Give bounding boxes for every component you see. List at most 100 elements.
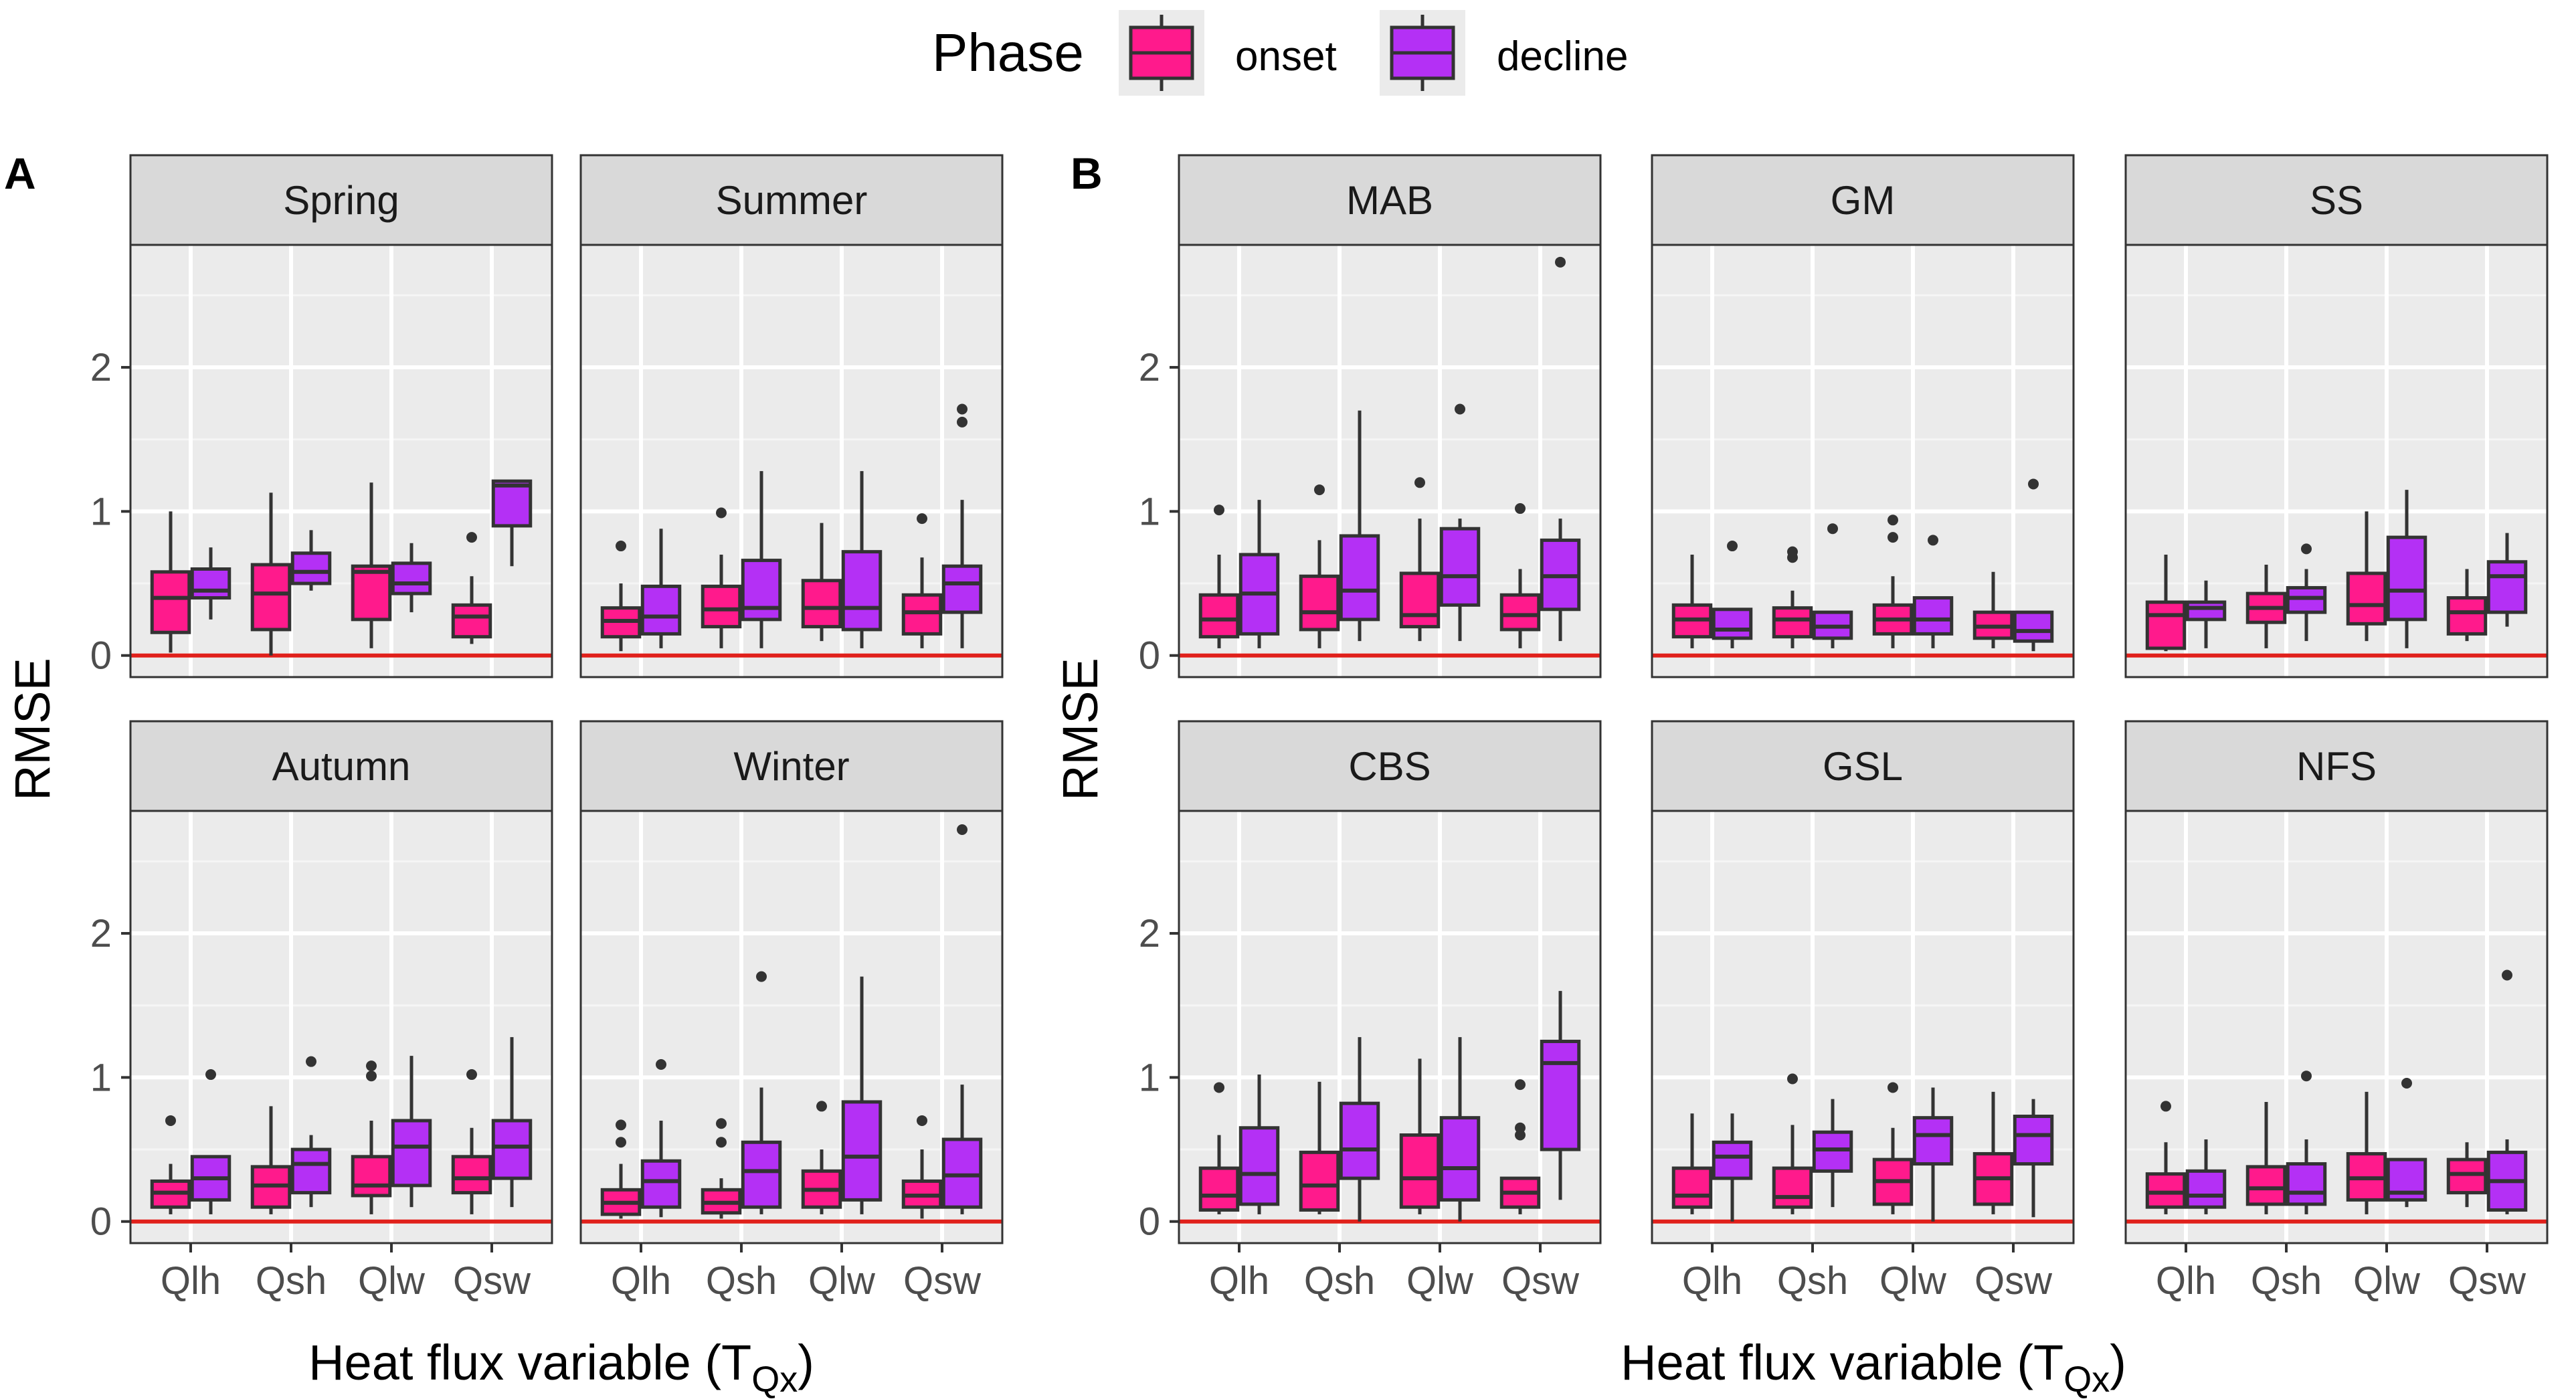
outlier-point <box>366 1060 377 1072</box>
box-qsh-onset <box>1299 484 1340 648</box>
box-iqr <box>1399 1133 1441 1209</box>
box-iqr <box>841 1100 883 1202</box>
outlier-point <box>165 1115 176 1126</box>
outlier-point <box>1515 503 1526 515</box>
box-qsh-decline <box>1339 410 1380 642</box>
box-iqr <box>1772 1166 1813 1209</box>
box-iqr <box>1238 1126 1280 1206</box>
box-qsw-decline <box>2013 1099 2054 1218</box>
box-qsw-onset <box>1499 1079 1541 1214</box>
box-qsh-decline <box>290 1056 332 1208</box>
box-qsh-decline <box>1812 523 1853 648</box>
box-iqr <box>190 567 232 600</box>
outlier-point <box>616 541 626 552</box>
x-axis-title-a-close: ) <box>798 1335 814 1390</box>
y-tick-label: 1 <box>1139 490 1160 533</box>
box-qlw-decline <box>391 543 432 613</box>
panel-background <box>1652 245 2074 677</box>
box-qsw-decline <box>2486 969 2528 1214</box>
box-qsh-onset <box>1299 1081 1340 1214</box>
facet-title: SS <box>2310 178 2363 223</box>
outlier-point <box>1214 1082 1224 1093</box>
y-axis-title-b: RMSE <box>1052 658 1108 801</box>
x-tick-label: Qsw <box>1501 1259 1580 1303</box>
facet-title: Autumn <box>272 744 411 789</box>
box-qlh-onset <box>1198 1082 1240 1214</box>
box-iqr <box>391 1119 432 1188</box>
box-qlh-decline <box>2185 580 2227 648</box>
facet-autumn: Autumn 0 1 2 Qlh Qsh Qlw Qsw <box>90 720 553 1303</box>
facet-strip <box>129 720 553 812</box>
facet-title: CBS <box>1348 744 1431 789</box>
facet-strip <box>1178 720 1602 812</box>
facet-ss: SS <box>2124 154 2549 678</box>
facet-mab: MAB 0 1 2 <box>1139 154 1602 678</box>
outlier-point <box>366 1070 377 1082</box>
box-qsw-onset <box>451 1069 492 1214</box>
x-axis-title-a: Heat flux variable (TQx) <box>308 1335 814 1399</box>
box-qlw-onset <box>801 1101 842 1214</box>
box-qsh-decline <box>1812 1099 1853 1208</box>
outlier-point <box>716 1118 727 1129</box>
box-qsh-onset <box>250 1106 292 1214</box>
box-iqr <box>741 1140 782 1209</box>
box-qsw-decline <box>1540 991 1581 1200</box>
box-iqr <box>1299 574 1340 632</box>
legend: Phase onset decline <box>932 10 1628 96</box>
outlier-point <box>2028 478 2039 490</box>
outlier-point <box>205 1069 216 1081</box>
box-qsh-onset <box>1772 546 1813 648</box>
y-tick-label: 0 <box>1139 1200 1160 1244</box>
outlier-point <box>1515 1079 1526 1091</box>
box-qlw-onset <box>1872 515 1914 648</box>
box-iqr <box>1198 593 1240 639</box>
outlier-point <box>1727 541 1738 552</box>
box-iqr <box>2286 1162 2327 1206</box>
box-iqr <box>841 550 883 632</box>
box-qsw-decline <box>941 824 983 1214</box>
box-qsw-onset <box>901 1115 943 1219</box>
box-qsh-onset <box>2245 1101 2287 1214</box>
box-qsw-decline <box>491 479 533 567</box>
box-qlh-decline <box>1238 1075 1280 1214</box>
outlier-point <box>816 1101 827 1112</box>
facet-strip <box>579 720 1004 812</box>
box-qlh-onset <box>1671 554 1713 648</box>
outlier-point <box>1928 535 1938 546</box>
box-qsw-onset <box>1972 1091 2014 1214</box>
box-qlw-decline <box>1439 1037 1481 1222</box>
box-qsh-onset <box>701 507 742 648</box>
box-iqr <box>1439 1116 1481 1202</box>
outlier-point <box>466 532 477 543</box>
x-tick-label: Qlh <box>1682 1259 1742 1303</box>
box-iqr <box>2486 560 2528 614</box>
panel-label-b: B <box>1071 149 1103 198</box>
outlier-point <box>466 1069 477 1081</box>
box-qlw-decline <box>841 976 883 1214</box>
outlier-point <box>1827 523 1838 535</box>
x-tick-label: Qlh <box>1209 1259 1269 1303</box>
box-iqr <box>391 561 432 595</box>
box-iqr <box>2013 1115 2054 1166</box>
x-tick-label: Qsw <box>453 1259 531 1303</box>
facet-strip <box>2124 720 2549 812</box>
box-iqr <box>2386 535 2427 622</box>
box-iqr <box>491 1119 533 1180</box>
panel-border <box>1178 244 1602 678</box>
y-tick-label: 1 <box>1139 1056 1160 1099</box>
box-qlh-decline <box>1712 1113 1753 1222</box>
outlier-point <box>756 971 767 982</box>
panel-border <box>129 244 553 678</box>
box-iqr <box>1439 527 1481 607</box>
box-iqr <box>1339 1101 1380 1180</box>
facet-cbs: CBS 0 1 2 Qlh Qsh Qlw Qsw <box>1139 720 1602 1303</box>
x-tick-label: Qsw <box>903 1259 982 1303</box>
facet-gm: GM <box>1651 154 2075 678</box>
box-iqr <box>2446 1157 2488 1195</box>
box-qsw-decline <box>941 403 983 648</box>
x-tick-label: Qsh <box>706 1259 777 1303</box>
box-iqr <box>1912 1116 1954 1166</box>
box-qsh-decline <box>290 530 332 591</box>
